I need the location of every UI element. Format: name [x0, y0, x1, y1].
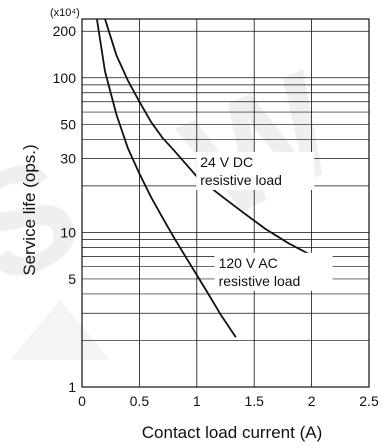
annotation-background	[196, 151, 315, 190]
series-lines	[96, 18, 313, 338]
y-tick-label: 10	[60, 224, 76, 240]
series-line-1	[104, 18, 313, 257]
annotation-line: 24 V DC	[200, 154, 253, 170]
svg-text:S: S	[0, 122, 103, 317]
annotation-1: 24 V DC resistive load	[196, 151, 315, 190]
x-axis-title: Contact load current (A)	[142, 423, 322, 442]
plot-frame	[81, 18, 370, 388]
annotation-line: resistive load	[200, 172, 282, 188]
x-tick-label: 1.5	[244, 393, 264, 409]
y-tick-label: 200	[53, 23, 77, 39]
x-tick-label: 2	[308, 393, 316, 409]
annotations: 24 V DC resistive load 120 V AC resistive l…	[196, 151, 333, 291]
svg-text:W: W	[161, 39, 361, 251]
y-tick-label: 30	[60, 151, 76, 167]
y-tick-labels: 1 5 10 30 50 100 200	[53, 23, 77, 395]
y-tick-label: 1	[68, 379, 76, 395]
annotation-line: 120 V AC	[219, 255, 278, 271]
series-line-2	[96, 18, 237, 338]
annotation-background	[214, 252, 333, 291]
annotation-2: 120 V AC resistive load	[214, 252, 333, 291]
y-tick-label: 5	[68, 271, 76, 287]
x-tick-label: 0.5	[130, 393, 150, 409]
y-tick-label: 100	[53, 70, 77, 86]
x-tick-label: 0	[78, 393, 86, 409]
y-axis-title: Service life (ops.)	[20, 144, 39, 275]
watermark: S W	[0, 39, 361, 360]
x-tick-label: 2.5	[359, 393, 379, 409]
x-tick-label: 1	[193, 393, 201, 409]
y-unit-label: (x10⁴)	[50, 7, 80, 19]
annotation-line: resistive load	[219, 273, 301, 289]
y-tick-label: 50	[60, 116, 76, 132]
x-tick-labels: 0 0.5 1 1.5 2 2.5	[78, 393, 379, 409]
